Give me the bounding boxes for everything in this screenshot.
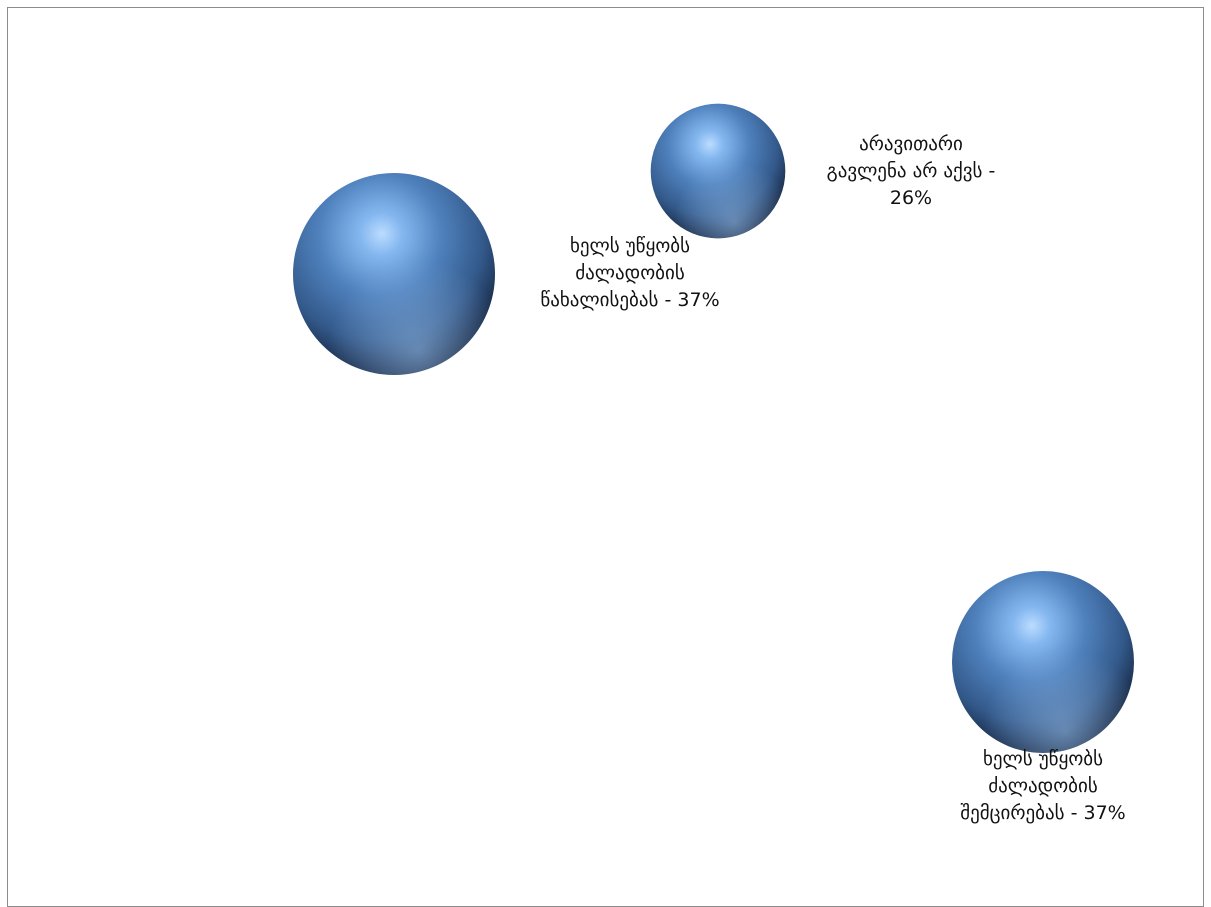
bubble-3-reflection — [952, 571, 1134, 753]
bubble-2-label-line: არავითარი — [859, 133, 963, 155]
bubble-3-label: ხელს უწყობს ძალადობის შემცირებას - 37% — [960, 748, 1125, 824]
bubble-2-label-line: 26% — [890, 187, 932, 209]
bubble-1-label-line: წახალისებას - 37% — [540, 289, 719, 311]
bubble-3-label-line: შემცირებას - 37% — [960, 802, 1125, 824]
bubble-2-label-line: გავლენა არ აქვს - — [827, 160, 996, 182]
bubble-1-label-line: ძალადობის — [575, 262, 685, 284]
bubble-1-label: ხელს უწყობს ძალადობის წახალისებას - 37% — [540, 235, 719, 311]
bubble-1-label-line: ხელს უწყობს — [570, 235, 690, 257]
bubble-2-reflection — [650, 103, 786, 239]
bubble-2-label: არავითარი გავლენა არ აქვს - 26% — [827, 133, 996, 209]
bubble-3-label-line: ძალადობის — [988, 775, 1098, 797]
bubble-3-label-line: ხელს უწყობს — [983, 748, 1103, 770]
chart-frame — [7, 7, 1204, 907]
bubble-1-reflection — [293, 173, 495, 375]
